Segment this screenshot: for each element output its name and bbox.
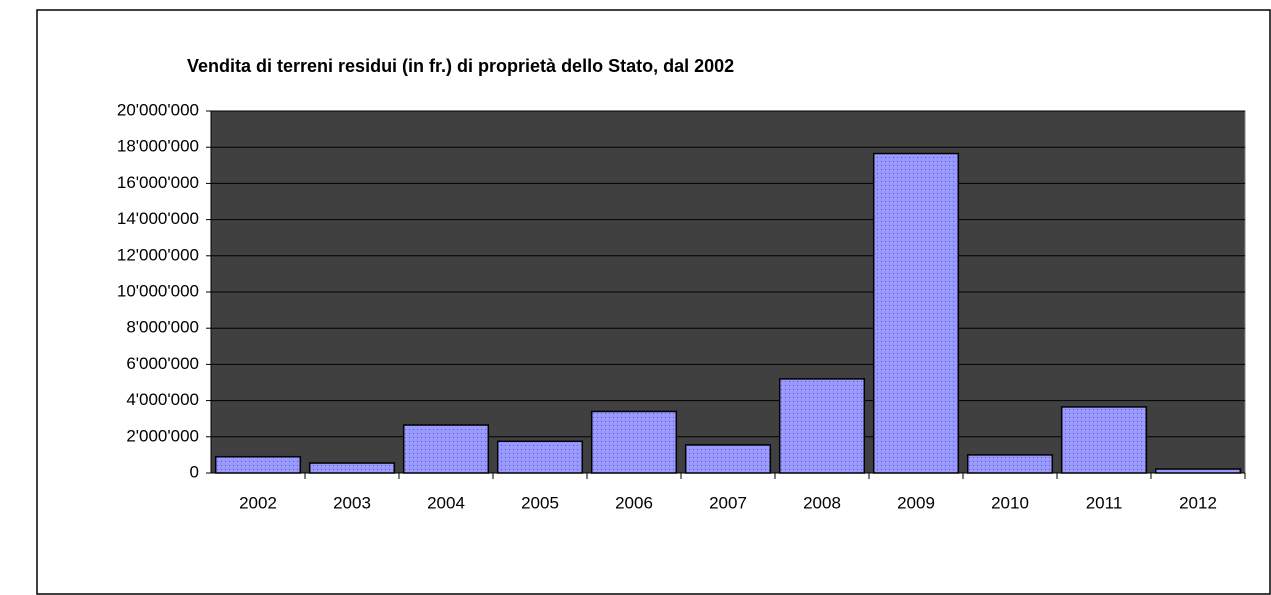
x-tick-label: 2009 [897,493,935,512]
y-tick-label: 20'000'000 [117,100,199,119]
y-tick-label: 18'000'000 [117,137,199,156]
bar [1060,406,1148,474]
x-tick-label: 2003 [333,493,371,512]
y-tick-label: 4'000'000 [126,390,199,409]
x-tick-label: 2006 [615,493,653,512]
bar [966,454,1054,474]
chart-title: Vendita di terreni residui (in fr.) di p… [187,56,734,76]
x-tick-label: 2012 [1179,493,1217,512]
x-tick-label: 2010 [991,493,1029,512]
x-tick-label: 2008 [803,493,841,512]
y-tick-label: 0 [190,462,199,481]
bar [402,424,490,474]
bar [308,462,396,474]
bar [684,444,772,474]
y-tick-label: 2'000'000 [126,426,199,445]
y-tick-label: 16'000'000 [117,173,199,192]
bar [872,152,960,474]
x-tick-label: 2002 [239,493,277,512]
x-tick-label: 2005 [521,493,559,512]
bar [214,455,302,474]
y-tick-label: 10'000'000 [117,281,199,300]
bar [778,378,866,474]
y-tick-label: 8'000'000 [126,318,199,337]
x-tick-label: 2007 [709,493,747,512]
bar [496,440,584,474]
bar [590,410,678,474]
y-tick-label: 14'000'000 [117,209,199,228]
y-tick-label: 12'000'000 [117,245,199,264]
y-tick-label: 6'000'000 [126,354,199,373]
x-tick-label: 2004 [427,493,465,512]
bar [1154,468,1242,474]
x-tick-label: 2011 [1086,493,1123,512]
